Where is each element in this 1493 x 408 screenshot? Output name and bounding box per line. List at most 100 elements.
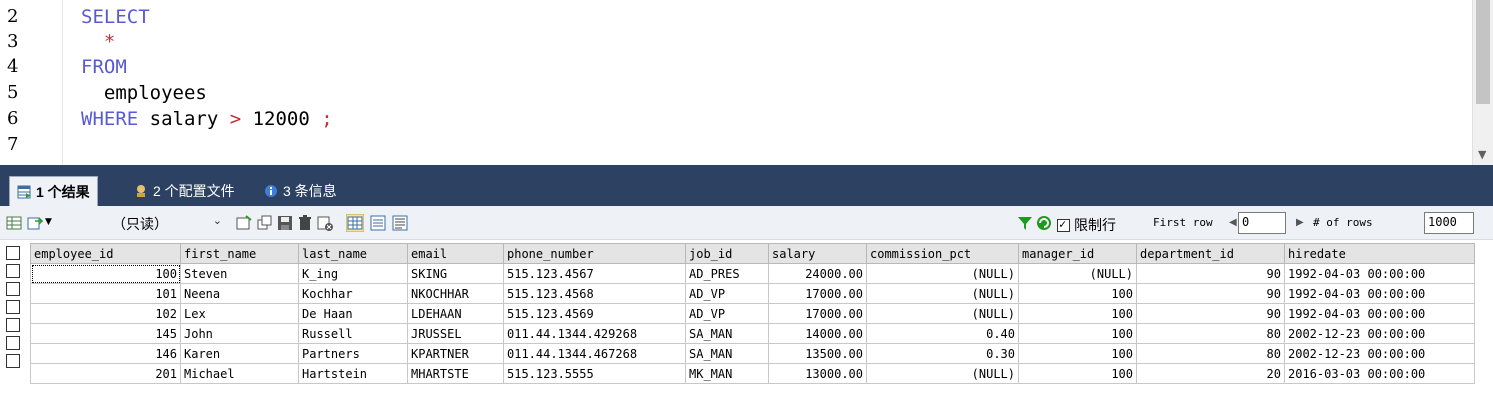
- table-cell-first-name[interactable]: John: [180, 323, 299, 344]
- select-all-checkbox[interactable]: [6, 246, 20, 260]
- table-cell-email[interactable]: KPARTNER: [407, 343, 504, 364]
- table-cell-salary[interactable]: 14000.00: [768, 323, 867, 344]
- table-row[interactable]: 201 Michael Hartstein MHARTSTE 515.123.5555 M…: [30, 363, 1475, 384]
- table-cell-job-id[interactable]: AD_VP: [685, 303, 769, 324]
- table-cell-salary[interactable]: 24000.00: [768, 263, 867, 284]
- table-cell-manager-id[interactable]: 100: [1018, 283, 1137, 304]
- previous-page-icon[interactable]: ◀: [1229, 217, 1237, 228]
- duplicate-row-icon[interactable]: [257, 215, 273, 231]
- table-cell-salary[interactable]: 17000.00: [768, 303, 867, 324]
- table-cell-first-name[interactable]: Neena: [180, 283, 299, 304]
- table-cell-employee-id[interactable]: 100: [30, 263, 181, 284]
- row-checkbox[interactable]: [6, 300, 20, 314]
- code-line[interactable]: employees: [81, 82, 207, 104]
- limit-rows-checkbox[interactable]: [1057, 217, 1070, 232]
- table-cell-salary[interactable]: 13000.00: [768, 363, 867, 384]
- column-header-employee-id[interactable]: employee_id: [30, 243, 181, 264]
- table-cell-department-id[interactable]: 80: [1136, 323, 1285, 344]
- table-cell-commission-pct[interactable]: (NULL): [866, 263, 1019, 284]
- table-cell-job-id[interactable]: SA_MAN: [685, 323, 769, 344]
- table-cell-first-name[interactable]: Karen: [180, 343, 299, 364]
- column-header-department-id[interactable]: department_id: [1136, 243, 1285, 264]
- column-header-last-name[interactable]: last_name: [298, 243, 408, 264]
- table-cell-last-name[interactable]: Hartstein: [298, 363, 408, 384]
- table-row[interactable]: 101 Neena Kochhar NKOCHHAR 515.123.4568 AD_VP…: [30, 283, 1475, 304]
- table-cell-manager-id[interactable]: 100: [1018, 363, 1137, 384]
- first-row-input[interactable]: 0: [1238, 212, 1286, 234]
- table-cell-employee-id[interactable]: 201: [30, 363, 181, 384]
- table-cell-commission-pct[interactable]: 0.30: [866, 343, 1019, 364]
- table-row[interactable]: 146 Karen Partners KPARTNER 011.44.1344.4672…: [30, 343, 1475, 364]
- result-grid[interactable]: employee_id first_name last_name email p…: [0, 240, 1493, 408]
- table-cell-hiredate[interactable]: 2016-03-03 00:00:00: [1284, 363, 1475, 384]
- table-cell-commission-pct[interactable]: (NULL): [866, 303, 1019, 324]
- table-cell-department-id[interactable]: 90: [1136, 263, 1285, 284]
- row-checkbox[interactable]: [6, 336, 20, 350]
- export-icon[interactable]: [27, 215, 43, 231]
- table-cell-phone-number[interactable]: 515.123.4569: [503, 303, 686, 324]
- table-cell-manager-id[interactable]: 100: [1018, 303, 1137, 324]
- column-header-hiredate[interactable]: hiredate: [1284, 243, 1475, 264]
- column-header-email[interactable]: email: [407, 243, 504, 264]
- table-cell-hiredate[interactable]: 2002-12-23 00:00:00: [1284, 343, 1475, 364]
- table-cell-department-id[interactable]: 80: [1136, 343, 1285, 364]
- table-cell-last-name[interactable]: Partners: [298, 343, 408, 364]
- table-cell-last-name[interactable]: K_ing: [298, 263, 408, 284]
- table-cell-phone-number[interactable]: 011.44.1344.429268: [503, 323, 686, 344]
- table-cell-job-id[interactable]: AD_PRES: [685, 263, 769, 284]
- row-checkbox[interactable]: [6, 264, 20, 278]
- table-cell-email[interactable]: NKOCHHAR: [407, 283, 504, 304]
- discard-changes-icon[interactable]: [317, 215, 333, 231]
- table-cell-last-name[interactable]: De Haan: [298, 303, 408, 324]
- table-cell-email[interactable]: JRUSSEL: [407, 323, 504, 344]
- table-cell-phone-number[interactable]: 011.44.1344.467268: [503, 343, 686, 364]
- table-cell-department-id[interactable]: 90: [1136, 303, 1285, 324]
- table-cell-job-id[interactable]: SA_MAN: [685, 343, 769, 364]
- export-dropdown-icon[interactable]: ▼: [45, 217, 52, 227]
- table-cell-employee-id[interactable]: 146: [30, 343, 181, 364]
- filter-icon[interactable]: [1017, 215, 1033, 231]
- column-header-first-name[interactable]: first_name: [180, 243, 299, 264]
- column-header-job-id[interactable]: job_id: [685, 243, 769, 264]
- table-cell-first-name[interactable]: Steven: [180, 263, 299, 284]
- table-cell-job-id[interactable]: MK_MAN: [685, 363, 769, 384]
- form-mode-icon[interactable]: [370, 215, 386, 231]
- code-line[interactable]: SELECT: [81, 6, 150, 28]
- table-cell-department-id[interactable]: 90: [1136, 283, 1285, 304]
- table-cell-hiredate[interactable]: 1992-04-03 00:00:00: [1284, 263, 1475, 284]
- scrollbar-thumb[interactable]: [1476, 0, 1490, 104]
- column-header-manager-id[interactable]: manager_id: [1018, 243, 1137, 264]
- table-cell-phone-number[interactable]: 515.123.5555: [503, 363, 686, 384]
- code-line[interactable]: WHERE salary > 12000 ;: [81, 108, 333, 130]
- save-icon[interactable]: [277, 215, 293, 231]
- table-cell-hiredate[interactable]: 1992-04-03 00:00:00: [1284, 303, 1475, 324]
- table-cell-manager-id[interactable]: 100: [1018, 323, 1137, 344]
- table-cell-commission-pct[interactable]: 0.40: [866, 323, 1019, 344]
- row-checkbox[interactable]: [6, 282, 20, 296]
- row-checkbox[interactable]: [6, 354, 20, 368]
- tab-profiles[interactable]: 2 个配置文件: [127, 176, 242, 206]
- table-row[interactable]: 100 Steven K_ing SKING 515.123.4567 AD_PRES 24…: [30, 263, 1475, 284]
- tab-results[interactable]: 1 个结果: [9, 176, 98, 206]
- table-cell-commission-pct[interactable]: (NULL): [866, 363, 1019, 384]
- delete-icon[interactable]: [297, 215, 313, 231]
- table-cell-employee-id[interactable]: 102: [30, 303, 181, 324]
- table-row[interactable]: 145 John Russell JRUSSEL 011.44.1344.429268 S…: [30, 323, 1475, 344]
- table-cell-manager-id[interactable]: 100: [1018, 343, 1137, 364]
- grid-view-icon[interactable]: [6, 215, 22, 231]
- table-cell-first-name[interactable]: Michael: [180, 363, 299, 384]
- table-cell-email[interactable]: LDEHAAN: [407, 303, 504, 324]
- table-cell-phone-number[interactable]: 515.123.4567: [503, 263, 686, 284]
- column-header-commission-pct[interactable]: commission_pct: [866, 243, 1019, 264]
- table-cell-salary[interactable]: 13500.00: [768, 343, 867, 364]
- column-header-phone-number[interactable]: phone_number: [503, 243, 686, 264]
- refresh-icon[interactable]: [1036, 215, 1052, 231]
- grid-mode-icon[interactable]: [346, 214, 364, 232]
- sql-editor[interactable]: 2 3 4 5 6 7 SELECT * FROM employees WHERE …: [0, 0, 1493, 165]
- table-cell-manager-id[interactable]: (NULL): [1018, 263, 1137, 284]
- table-cell-hiredate[interactable]: 1992-04-03 00:00:00: [1284, 283, 1475, 304]
- table-cell-employee-id[interactable]: 101: [30, 283, 181, 304]
- table-cell-commission-pct[interactable]: (NULL): [866, 283, 1019, 304]
- table-cell-department-id[interactable]: 20: [1136, 363, 1285, 384]
- scroll-down-icon[interactable]: ▼: [1478, 148, 1487, 161]
